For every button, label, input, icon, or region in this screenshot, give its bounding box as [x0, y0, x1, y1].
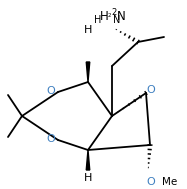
Text: Me: Me	[162, 177, 177, 187]
Polygon shape	[86, 62, 90, 82]
Text: O: O	[47, 134, 55, 144]
Text: O: O	[147, 85, 155, 95]
Text: N: N	[113, 15, 121, 25]
Text: N: N	[117, 11, 126, 23]
Text: 2: 2	[111, 8, 116, 17]
Polygon shape	[86, 150, 90, 170]
Text: O: O	[147, 177, 155, 187]
Text: H: H	[84, 25, 92, 35]
Text: H: H	[100, 11, 109, 23]
Text: O: O	[47, 86, 55, 96]
Text: $_2$: $_2$	[107, 11, 112, 20]
Text: H: H	[94, 15, 102, 25]
Text: H: H	[84, 173, 92, 183]
